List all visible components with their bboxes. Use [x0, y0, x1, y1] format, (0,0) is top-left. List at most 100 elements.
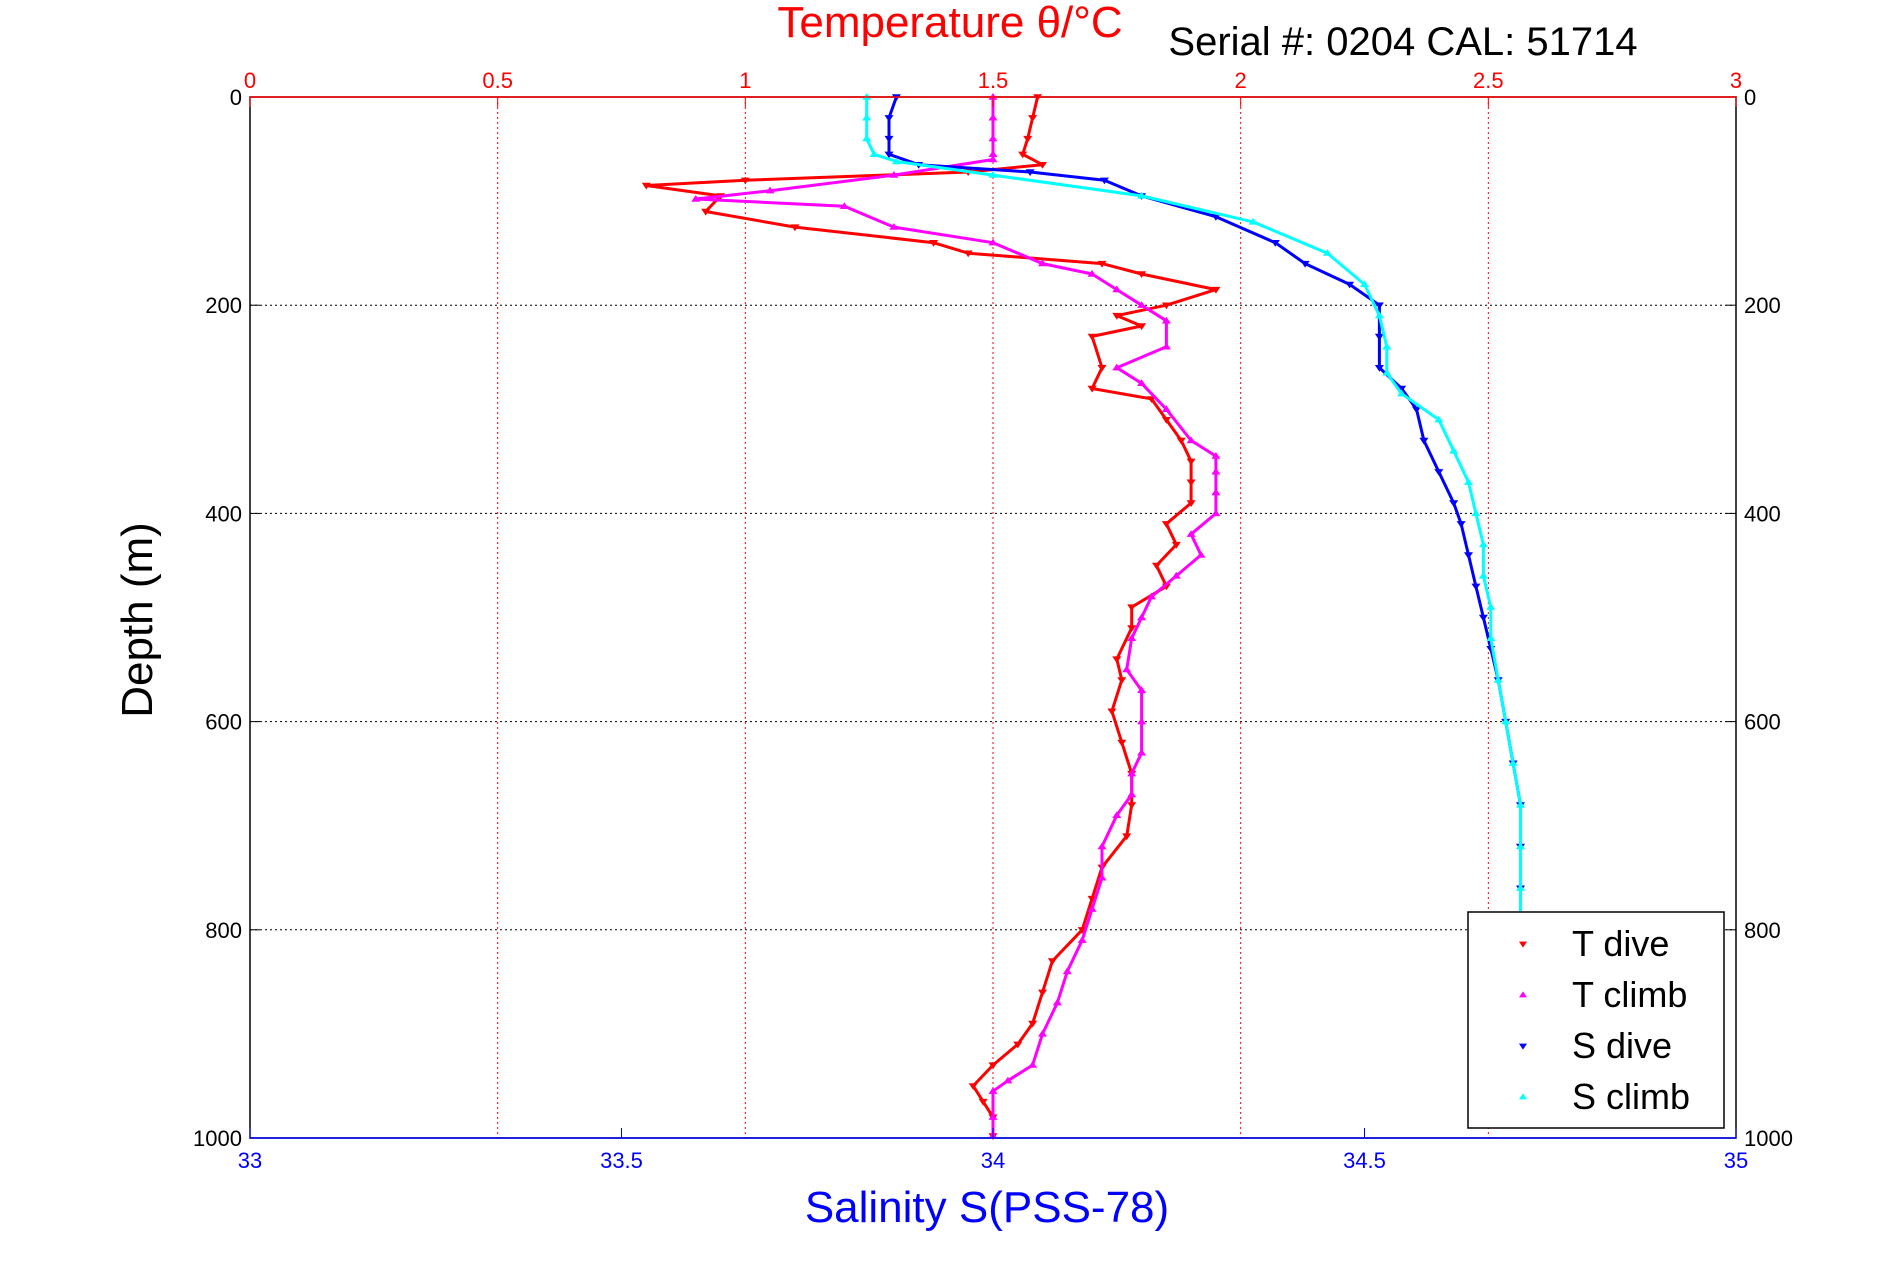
- data-point: [889, 171, 899, 178]
- data-point: [884, 151, 894, 159]
- data-point: [1478, 571, 1488, 579]
- data-point: [1127, 634, 1137, 641]
- data-point: [1038, 162, 1047, 169]
- series-line: [865, 97, 1522, 930]
- data-point: [1038, 259, 1047, 267]
- data-point: [1171, 571, 1181, 579]
- data-point: [1419, 437, 1429, 445]
- data-point: [1382, 342, 1392, 350]
- data-point: [1196, 551, 1206, 558]
- data-point: [1471, 583, 1481, 591]
- data-point: [1486, 603, 1496, 610]
- data-point: [1456, 521, 1466, 528]
- data-point: [1028, 115, 1038, 122]
- data-point: [1211, 286, 1221, 294]
- data-point: [1107, 708, 1117, 716]
- data-point: [1161, 316, 1171, 324]
- data-point: [1516, 884, 1525, 891]
- legend-marker: [1519, 941, 1527, 948]
- data-point: [1038, 989, 1047, 997]
- legend-marker: [1519, 991, 1527, 998]
- data-point: [1047, 958, 1057, 966]
- data-point: [1478, 540, 1488, 548]
- x-top-tick-label: 1: [739, 68, 751, 93]
- data-point: [1099, 177, 1109, 185]
- y-tick-label-right: 400: [1744, 501, 1781, 526]
- data-point: [1127, 604, 1137, 612]
- y-tick-label-right: 0: [1744, 85, 1756, 110]
- legend-label: S dive: [1572, 1025, 1672, 1066]
- data-point: [1137, 191, 1147, 199]
- data-point: [1137, 323, 1147, 331]
- data-point: [963, 250, 973, 258]
- data-point: [1137, 748, 1147, 756]
- x-bottom-tick-label: 33.5: [600, 1148, 643, 1173]
- data-point: [988, 1113, 998, 1120]
- data-point: [1186, 479, 1196, 487]
- x-top-tick-label: 0: [244, 68, 256, 93]
- data-point: [1412, 406, 1421, 414]
- data-point: [891, 157, 901, 165]
- data-point: [1112, 363, 1122, 371]
- data-point: [1052, 998, 1062, 1006]
- data-point: [889, 223, 899, 230]
- data-point: [1374, 302, 1384, 310]
- data-layer: [641, 93, 1525, 1140]
- data-point: [1087, 904, 1097, 912]
- data-point: [1137, 301, 1147, 308]
- data-point: [884, 135, 894, 143]
- data-point: [1127, 625, 1137, 632]
- data-point: [862, 134, 872, 142]
- data-point: [1137, 717, 1147, 725]
- data-point: [641, 182, 651, 190]
- data-point: [1434, 469, 1444, 476]
- data-point: [1161, 302, 1171, 310]
- data-point: [1122, 833, 1132, 841]
- data-point: [988, 1087, 998, 1094]
- data-point: [1038, 1029, 1047, 1037]
- data-point: [1077, 936, 1087, 943]
- legend-label: T dive: [1572, 923, 1669, 964]
- data-point: [1018, 151, 1028, 159]
- x-axis-label-bottom: Salinity S(PSS-78): [805, 1183, 1169, 1232]
- data-point: [1516, 800, 1525, 808]
- data-point: [1397, 385, 1407, 393]
- data-point: [1097, 873, 1107, 881]
- data-point: [1028, 1020, 1038, 1028]
- data-point: [1137, 379, 1147, 386]
- y-tick-label: 400: [205, 501, 242, 526]
- data-point: [1211, 214, 1221, 221]
- series-line: [694, 97, 1218, 1136]
- x-top-tick-label: 3: [1730, 68, 1742, 93]
- y-tick-label-right: 1000: [1744, 1126, 1793, 1151]
- data-point: [1161, 405, 1171, 412]
- data-point: [1112, 312, 1122, 320]
- x-top-tick-label: 1.5: [978, 68, 1009, 93]
- data-point: [929, 240, 939, 247]
- data-point: [1137, 613, 1147, 621]
- data-point: [1112, 656, 1122, 664]
- data-point: [988, 238, 998, 246]
- data-point: [1374, 365, 1384, 372]
- data-point: [790, 224, 800, 232]
- data-point: [1464, 478, 1473, 485]
- data-point: [1161, 417, 1171, 424]
- y-tick-label: 600: [205, 710, 242, 735]
- data-point: [1345, 281, 1355, 289]
- data-point: [1161, 342, 1171, 350]
- data-point: [1137, 686, 1147, 694]
- data-point: [1374, 333, 1384, 341]
- legend-box: [1467, 911, 1725, 1129]
- series-line: [644, 96, 1218, 1136]
- series-s-climb: [862, 93, 1525, 933]
- data-point: [1508, 759, 1518, 766]
- data-point: [1161, 521, 1171, 528]
- data-point: [968, 1083, 978, 1090]
- data-point: [988, 150, 998, 157]
- data-point: [1211, 509, 1221, 517]
- data-point: [869, 150, 879, 157]
- data-point: [1322, 249, 1332, 256]
- data-point: [988, 171, 998, 178]
- x-top-tick-label: 2: [1235, 68, 1247, 93]
